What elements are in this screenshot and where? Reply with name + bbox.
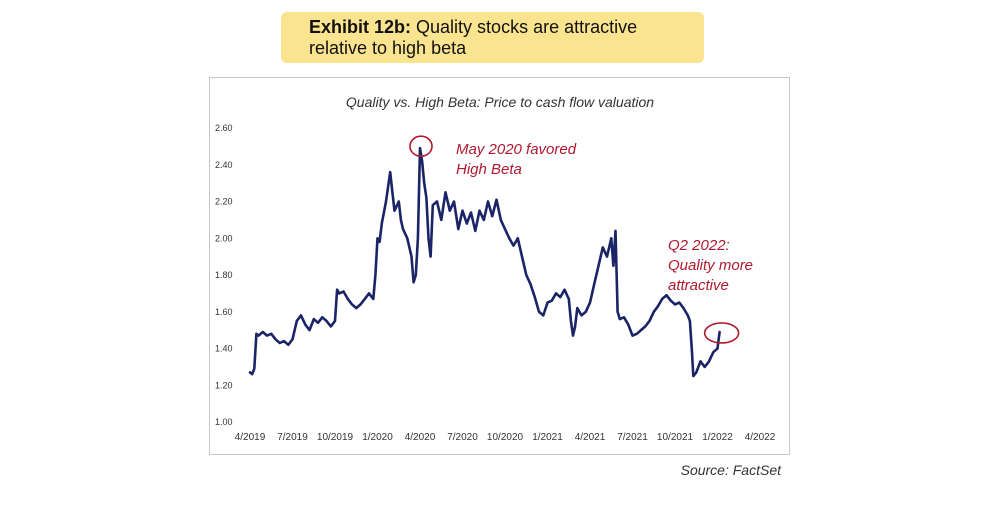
exhibit-label: Exhibit 12b: [309, 17, 412, 37]
exhibit-caption: Exhibit 12b: Quality stocks are attracti… [281, 12, 704, 63]
annotation-circle [703, 322, 740, 344]
series-line [248, 146, 721, 378]
x-tick-label: 1/2022 [702, 432, 733, 443]
y-axis: 1.00 1.20 1.40 1.60 1.80 2.00 2.20 2.40 2.60 [215, 123, 233, 427]
x-tick-label: 7/2020 [447, 432, 478, 443]
x-tick-label: 10/2019 [317, 432, 354, 443]
y-tick-label: 1.00 [215, 417, 233, 427]
annotation-text: Quality more [668, 257, 753, 274]
y-tick-label: 1.60 [215, 307, 233, 317]
y-tick-label: 2.40 [215, 160, 233, 170]
annotation-text: attractive [668, 277, 729, 294]
x-tick-label: 4/2021 [575, 432, 606, 443]
chart-title: Quality vs. High Beta: Price to cash flo… [346, 94, 654, 110]
chart-frame: Quality vs. High Beta: Price to cash flo… [209, 77, 790, 455]
line-chart: Quality vs. High Beta: Price to cash flo… [215, 94, 776, 443]
x-tick-label: 4/2020 [405, 432, 436, 443]
y-tick-label: 2.60 [215, 123, 233, 133]
x-tick-label: 1/2020 [362, 432, 393, 443]
annotation-text: Q2 2022: [668, 237, 730, 254]
y-tick-label: 1.80 [215, 270, 233, 280]
x-tick-label: 7/2019 [277, 432, 308, 443]
x-tick-label: 7/2021 [617, 432, 648, 443]
y-tick-label: 2.00 [215, 233, 233, 243]
annotation-text: High Beta [456, 161, 522, 178]
annotation-text: May 2020 favored [456, 141, 577, 158]
x-tick-label: 4/2019 [235, 432, 266, 443]
source-note: Source: FactSet [680, 462, 781, 478]
series-layer [248, 146, 721, 378]
annotation-circle [409, 135, 433, 158]
exhibit-text: Quality stocks are attractive relative t… [309, 17, 638, 58]
annotation-layer: May 2020 favored High Beta Q2 2022: Quality… [409, 135, 753, 344]
x-tick-label: 1/2021 [532, 432, 563, 443]
x-tick-label: 10/2020 [487, 432, 524, 443]
y-tick-label: 2.20 [215, 197, 233, 207]
y-tick-label: 1.20 [215, 380, 233, 390]
y-tick-label: 1.40 [215, 344, 233, 354]
x-tick-label: 10/2021 [657, 432, 694, 443]
x-axis: 4/2019 7/2019 10/2019 1/2020 4/2020 7/2020 10/… [235, 432, 776, 443]
x-tick-label: 4/2022 [745, 432, 776, 443]
